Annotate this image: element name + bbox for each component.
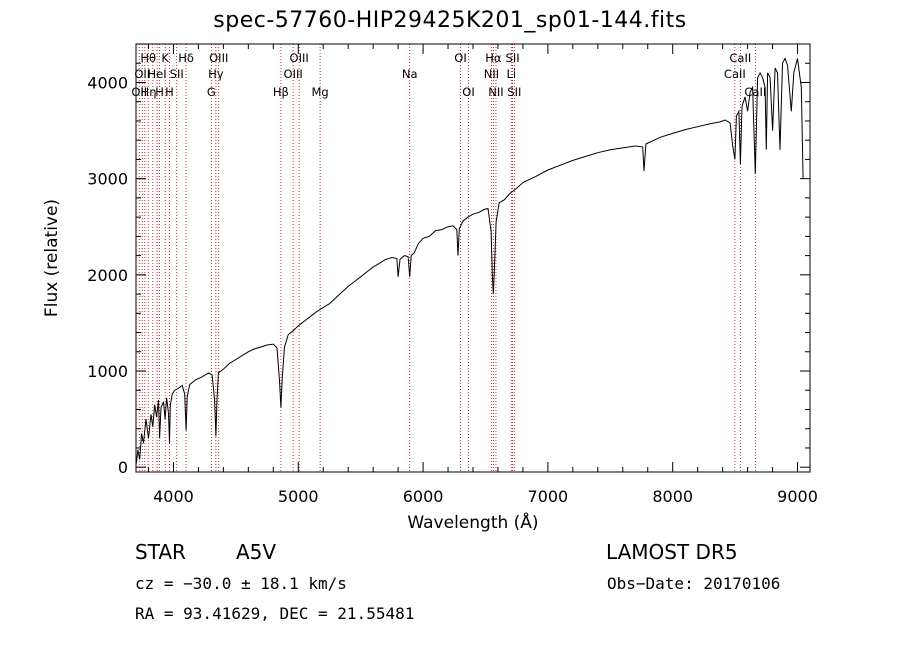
- x-tick-label: 6000: [403, 487, 444, 506]
- spectral-lines: [138, 44, 756, 472]
- axis-ticks: 4000 5000 6000 7000 8000 9000 0 1000 2000 3000 400…: [87, 43, 818, 506]
- spectral-line-label: SII: [170, 67, 184, 81]
- sky-coordinates: RA = 93.41629, DEC = 21.55481: [135, 604, 415, 623]
- spectral-line-label: OI: [454, 51, 466, 65]
- flux-series-line: [135, 57, 804, 466]
- observation-date: Obs−Date: 20170106: [607, 574, 781, 593]
- x-tick-label: 5000: [278, 487, 319, 506]
- spectral-line-label: Hθ: [140, 51, 156, 65]
- spectral-line-label: η: [149, 85, 156, 99]
- plot-frame: [135, 43, 811, 473]
- spectral-line-label: SII: [506, 51, 520, 65]
- spectral-line-label: OII: [134, 67, 150, 81]
- spectral-line-label: Li: [507, 67, 517, 81]
- spectral-line-label: SII: [507, 85, 521, 99]
- spectral-line-label: Mg: [311, 85, 328, 99]
- spectral-line-label: H: [155, 85, 164, 99]
- spectral-line-label: NII: [488, 85, 503, 99]
- spectral-line-label: Hγ: [208, 67, 224, 81]
- y-tick-label: 4000: [87, 73, 128, 92]
- spectral-line-label: Hβ: [273, 85, 289, 99]
- spectral-line-label: OIII: [290, 51, 309, 65]
- object-subclass: A5V: [236, 540, 277, 564]
- spectral-line-label: H: [141, 85, 150, 99]
- spectral-line-label: HeI: [148, 67, 167, 81]
- x-tick-label: 7000: [528, 487, 569, 506]
- spectral-line-label: Hα: [485, 51, 502, 65]
- spectral-line-label: CaII: [724, 67, 746, 81]
- y-axis-label: Flux (relative): [42, 199, 62, 317]
- x-axis-label: Wavelength (Å): [407, 511, 538, 533]
- spectral-line-label: CaII: [744, 85, 766, 99]
- spectral-line-label: Na: [402, 67, 418, 81]
- chart-title: spec-57760-HIP29425K201_sp01-144.fits: [213, 8, 687, 33]
- redshift-velocity: cz = −30.0 ± 18.1 km/s: [135, 574, 347, 593]
- spectral-line-labels: OIIOIIHHθηHeIHKHSIIHδGHγOIIIHβOIIIOIIIMg…: [131, 51, 766, 99]
- spectral-line-label: OI: [462, 85, 474, 99]
- y-tick-label: 1000: [87, 362, 128, 381]
- x-tick-label: 8000: [652, 487, 693, 506]
- x-tick-label: 4000: [153, 487, 194, 506]
- spectral-line-label: OIII: [284, 67, 303, 81]
- object-class: STAR: [135, 540, 186, 564]
- spectral-line-label: G: [207, 85, 216, 99]
- spectral-line-label: CaII: [729, 51, 751, 65]
- y-tick-label: 2000: [87, 266, 128, 285]
- spectral-line-label: NII: [484, 67, 499, 81]
- spectral-line-label: OII: [131, 85, 147, 99]
- x-tick-label: 9000: [777, 487, 818, 506]
- spectral-line-label: H: [165, 85, 174, 99]
- spectral-line-label: Hδ: [178, 51, 194, 65]
- survey-name: LAMOST DR5: [606, 540, 738, 564]
- y-tick-label: 0: [118, 458, 128, 477]
- spectral-line-label: K: [161, 51, 169, 65]
- spectral-line-label: OIII: [209, 51, 228, 65]
- y-tick-label: 3000: [87, 170, 128, 189]
